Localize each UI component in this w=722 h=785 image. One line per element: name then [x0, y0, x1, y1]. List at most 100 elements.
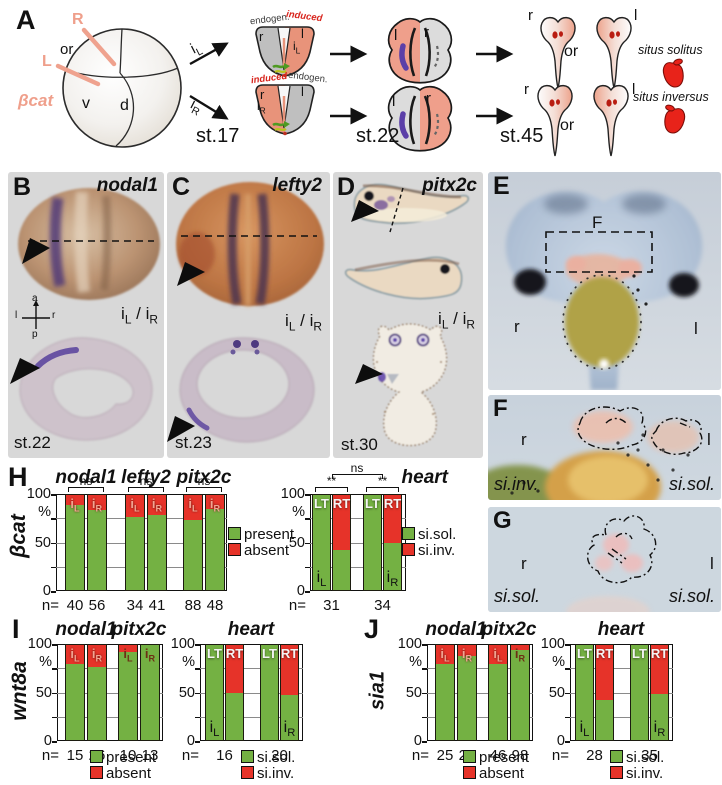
- condition-label: iL / iR: [285, 311, 322, 334]
- y-tick: [52, 716, 57, 719]
- heart-outline-solitus: [587, 515, 657, 584]
- inset-box: [545, 231, 653, 273]
- legend-swatch: [402, 543, 415, 556]
- n-value: 28: [586, 747, 603, 764]
- n-value: 10: [119, 747, 137, 764]
- n-value: 48: [206, 597, 224, 614]
- arrowhead-icon: [22, 238, 50, 264]
- legend-item: si.inv.: [241, 765, 294, 782]
- eye: [514, 269, 546, 295]
- injection-needle-right: [81, 27, 117, 67]
- bar-label: LT: [632, 646, 647, 661]
- left-side-label: l: [694, 319, 698, 338]
- four-cell-embryo: [55, 27, 182, 148]
- y-tick-label: 100: [397, 636, 422, 652]
- right-side-label: r: [521, 430, 527, 449]
- bar-label: LT: [262, 646, 277, 661]
- tadpole-side-view-1: [353, 183, 470, 225]
- sig-bracket: [128, 487, 164, 492]
- y-tick: [565, 716, 570, 719]
- stage-label: st.23: [175, 433, 212, 452]
- left-side-label: l: [710, 554, 714, 573]
- grp-top-il: iL: [293, 39, 301, 56]
- chart-title: heart: [597, 619, 645, 640]
- y-tick: [565, 692, 570, 694]
- heart-closeup-photo-2: [488, 507, 721, 612]
- y-tick-label: 100: [280, 486, 305, 502]
- span-sig-bracket: [331, 474, 383, 479]
- sig-bracket: [186, 487, 222, 492]
- tad-bottom-or: or: [560, 117, 575, 134]
- section-stain: [35, 347, 79, 369]
- tad-top-l: l: [634, 7, 638, 24]
- n-value: 41: [148, 597, 166, 614]
- y-tick: [52, 692, 57, 694]
- chart-title: heart: [227, 619, 275, 640]
- arrowhead-icon: [167, 416, 195, 442]
- stacked-bar: [312, 494, 331, 591]
- stacked-bar: [205, 644, 224, 741]
- legend-swatch: [463, 750, 476, 763]
- panel-b-label: B: [13, 173, 32, 201]
- group-title: nodal1: [425, 619, 487, 640]
- y-axis-label: %: [552, 654, 565, 670]
- grp-bottom-r: r: [260, 87, 265, 102]
- stacked-bar: [147, 494, 167, 591]
- sig-bracket: [68, 487, 104, 492]
- y-tick: [422, 741, 427, 743]
- y-tick-label: 100: [27, 636, 52, 652]
- legend-item: present: [228, 526, 294, 543]
- chart-bcat-genes: 100 50 0% n= nodal1 ns iL 40 iR 56 lefty2 ns iL 34 iR 4…: [27, 466, 294, 638]
- y-tick: [195, 692, 200, 694]
- y-tick-label: 50: [178, 684, 195, 701]
- lefty2-stain-streak: [227, 193, 242, 305]
- legend-swatch: [241, 766, 254, 779]
- eye: [364, 191, 374, 201]
- heart-outline-solitus: [651, 417, 703, 455]
- bar-label: iR: [514, 646, 526, 664]
- n-prefix: n=: [411, 747, 429, 764]
- situs-solitus-heart-icon: [662, 58, 684, 88]
- lefty2-photos: [167, 182, 324, 443]
- compass-right: r: [52, 310, 56, 321]
- y-tick: [51, 542, 56, 544]
- legend-swatch: [90, 766, 103, 779]
- stacked-bar: [575, 644, 594, 741]
- row-label-sia1: sia1: [366, 671, 389, 710]
- bar-label: RT: [225, 646, 244, 661]
- section-stain: [186, 407, 210, 431]
- n-value: 46: [489, 747, 507, 764]
- gene-expression-streak: [399, 111, 409, 139]
- cross-section: [179, 337, 315, 443]
- gene-title: pitx2c: [422, 175, 477, 196]
- section-plane-dashed-line: [389, 187, 404, 233]
- gridline: [200, 716, 303, 718]
- bar-bottom-label: iL: [209, 719, 220, 740]
- y-tick: [52, 644, 57, 646]
- stacked-bar: [87, 494, 107, 591]
- n-value: 40: [66, 597, 84, 614]
- heart-outline-inverted: [577, 406, 647, 451]
- chart-wnt8a-heart: 100 50 0% n= heart 16 LT iL RT 20 LT RT iR si.sol. si.…: [171, 618, 440, 785]
- legend-item: si.sol.: [241, 749, 295, 766]
- arrowhead-icon: [351, 200, 379, 222]
- y-tick: [305, 518, 310, 520]
- y-tick: [51, 566, 56, 569]
- cilia-flow-arrows-icon: [272, 122, 285, 127]
- tadpole-ventral-view: [372, 323, 448, 446]
- injection-needle-left: [55, 63, 101, 87]
- y-tick: [305, 591, 310, 593]
- gridline: [570, 668, 673, 670]
- gridline: [310, 518, 406, 520]
- situs-status-right: si.sol.: [668, 586, 715, 606]
- dorsal-label: d: [120, 97, 129, 114]
- bar-label: iR: [144, 646, 156, 664]
- y-tick-label: 50: [35, 684, 52, 701]
- gridline: [427, 716, 533, 718]
- y-axis-label: %: [292, 504, 305, 520]
- legend-item: absent: [463, 765, 524, 782]
- bcat-injection-label: βcat: [18, 91, 54, 110]
- chart-sia1-genes: 100500%n=nodal1iL25iR22pitx2ciL46iR98pre…: [398, 618, 665, 785]
- situs-status-left: si.sol.: [494, 586, 541, 606]
- bar-label: iL: [188, 496, 198, 514]
